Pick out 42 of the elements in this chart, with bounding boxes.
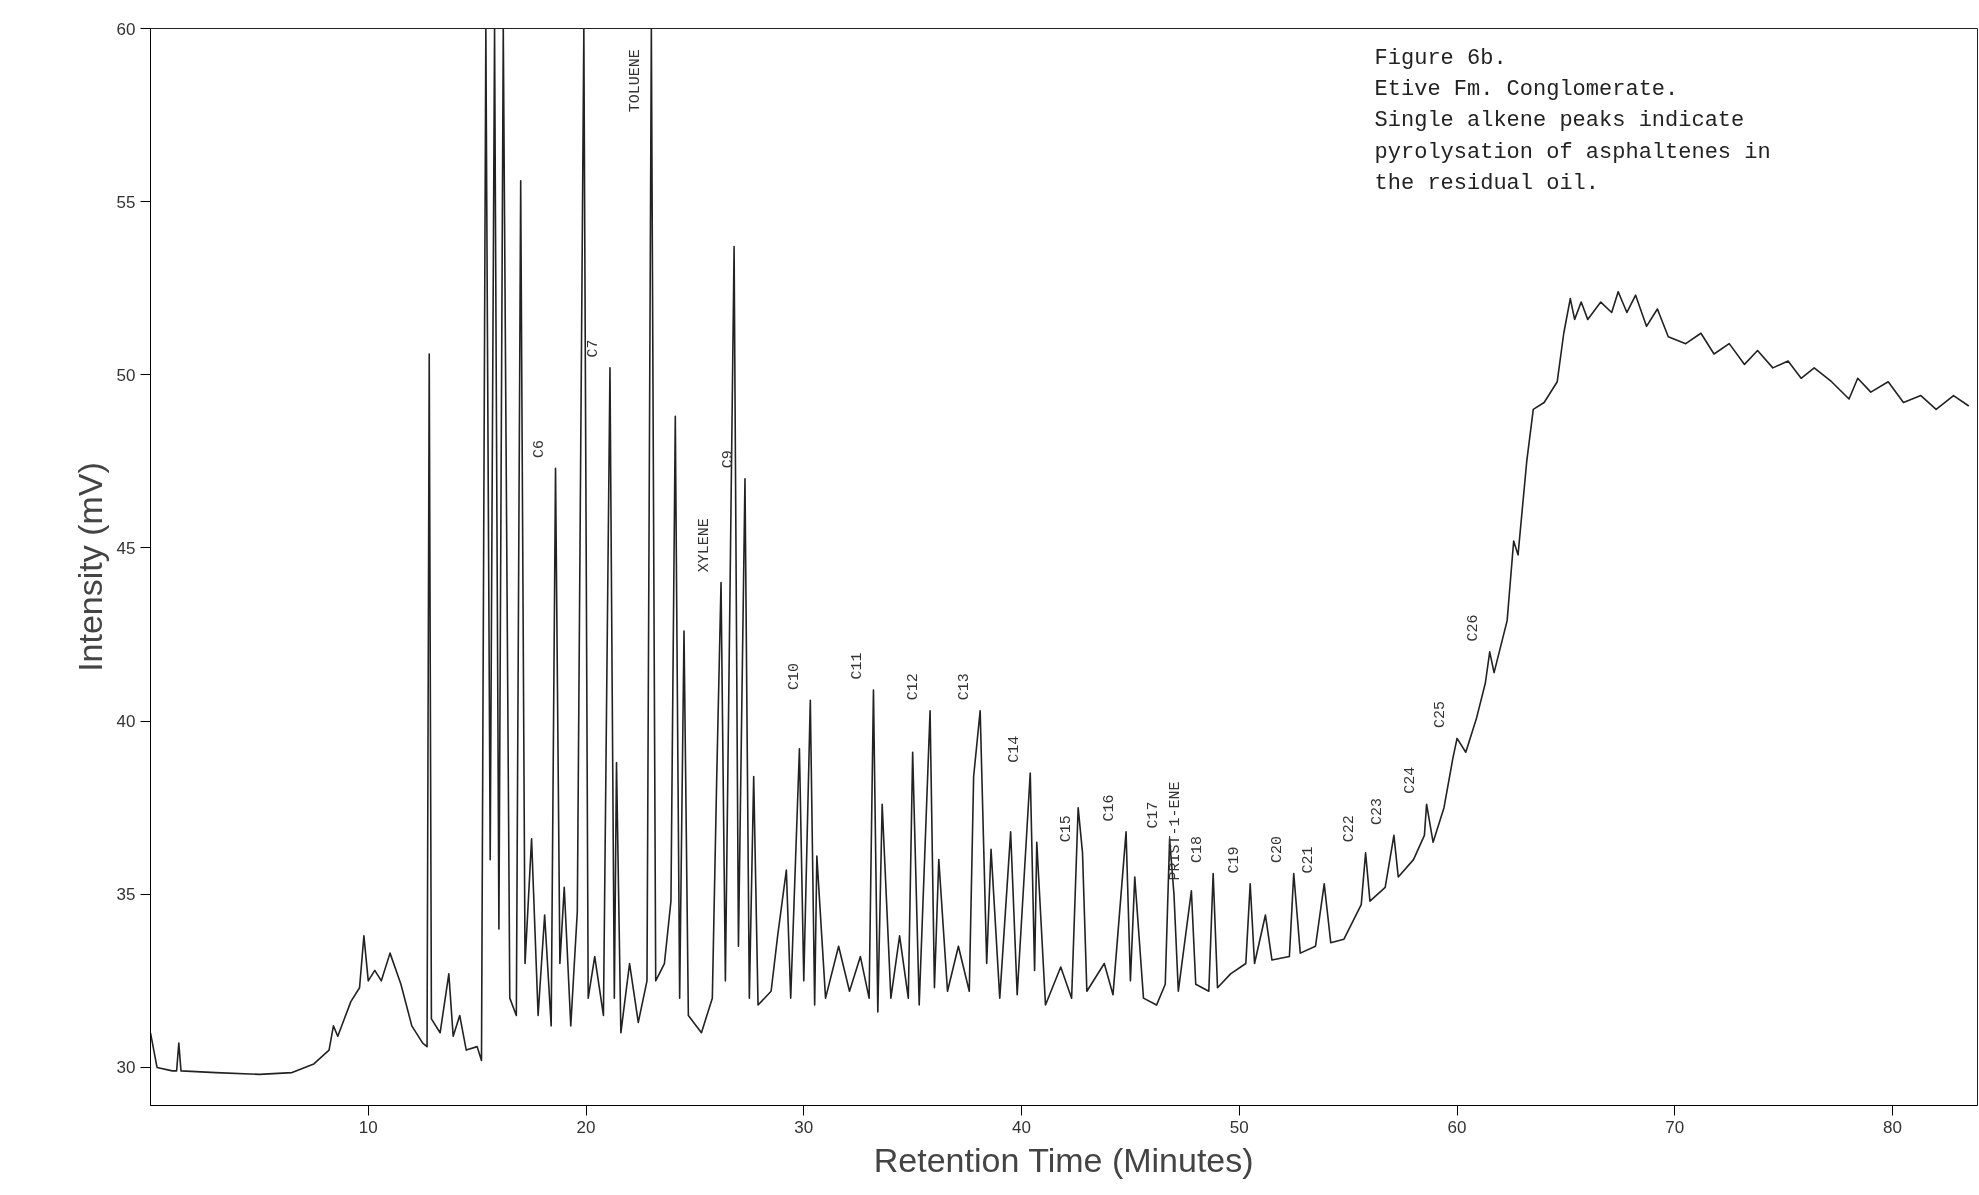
x-tick-label: 50 xyxy=(1229,1117,1249,1137)
annotation: C6 xyxy=(530,439,548,458)
annotation: C21 xyxy=(1299,846,1317,874)
y-tick-label: 45 xyxy=(116,538,136,558)
annotation: C13 xyxy=(955,673,973,701)
x-tick-label: 60 xyxy=(1447,1117,1467,1137)
x-tick-label: 40 xyxy=(1012,1117,1031,1137)
annotation: C15 xyxy=(1057,815,1075,843)
line-series xyxy=(150,28,1970,1076)
y-axis-title: Intensity (mV) xyxy=(70,462,109,672)
annotation: C24 xyxy=(1401,766,1419,794)
y-tick-label: 60 xyxy=(116,19,136,39)
annotation: C10 xyxy=(785,662,803,690)
annotation: C14 xyxy=(1005,735,1023,763)
annotation: C9 xyxy=(720,450,738,469)
annotation: C7 xyxy=(585,339,603,358)
y-tick-label: 50 xyxy=(116,365,136,385)
annotation: C12 xyxy=(905,673,923,701)
y-tick-label: 30 xyxy=(116,1058,136,1078)
x-tick-label: 70 xyxy=(1665,1117,1685,1137)
x-tick-label: 10 xyxy=(358,1117,378,1137)
x-tick-label: 30 xyxy=(794,1117,814,1137)
annotation: C25 xyxy=(1432,701,1450,729)
y-tick-label: 35 xyxy=(116,885,136,905)
y-tick-label: 40 xyxy=(116,712,136,732)
annotation: PRIST-1-ENE xyxy=(1166,781,1184,881)
annotation: XYLENE xyxy=(696,518,714,573)
annotation: C26 xyxy=(1465,614,1483,642)
x-tick-label: 20 xyxy=(576,1117,596,1137)
annotation: TOLUENE xyxy=(626,49,644,113)
annotation: C18 xyxy=(1188,836,1206,864)
annotation: C20 xyxy=(1269,836,1287,864)
annotation: C23 xyxy=(1369,797,1387,825)
annotation: C11 xyxy=(848,652,866,680)
annotation: C19 xyxy=(1225,846,1243,874)
x-tick-label: 80 xyxy=(1883,1117,1903,1137)
annotation: Figure 6b. Etive Fm. Conglomerate. Single alkene peaks indicate pyrolysation of asphaltenes in the residual oil. xyxy=(1374,45,1771,196)
x-axis-title: Retention Time (Minutes) xyxy=(873,1140,1254,1179)
annotation: C22 xyxy=(1340,815,1358,843)
y-tick-label: 55 xyxy=(116,192,136,212)
annotation: C16 xyxy=(1101,794,1119,822)
annotation: C17 xyxy=(1144,801,1162,829)
